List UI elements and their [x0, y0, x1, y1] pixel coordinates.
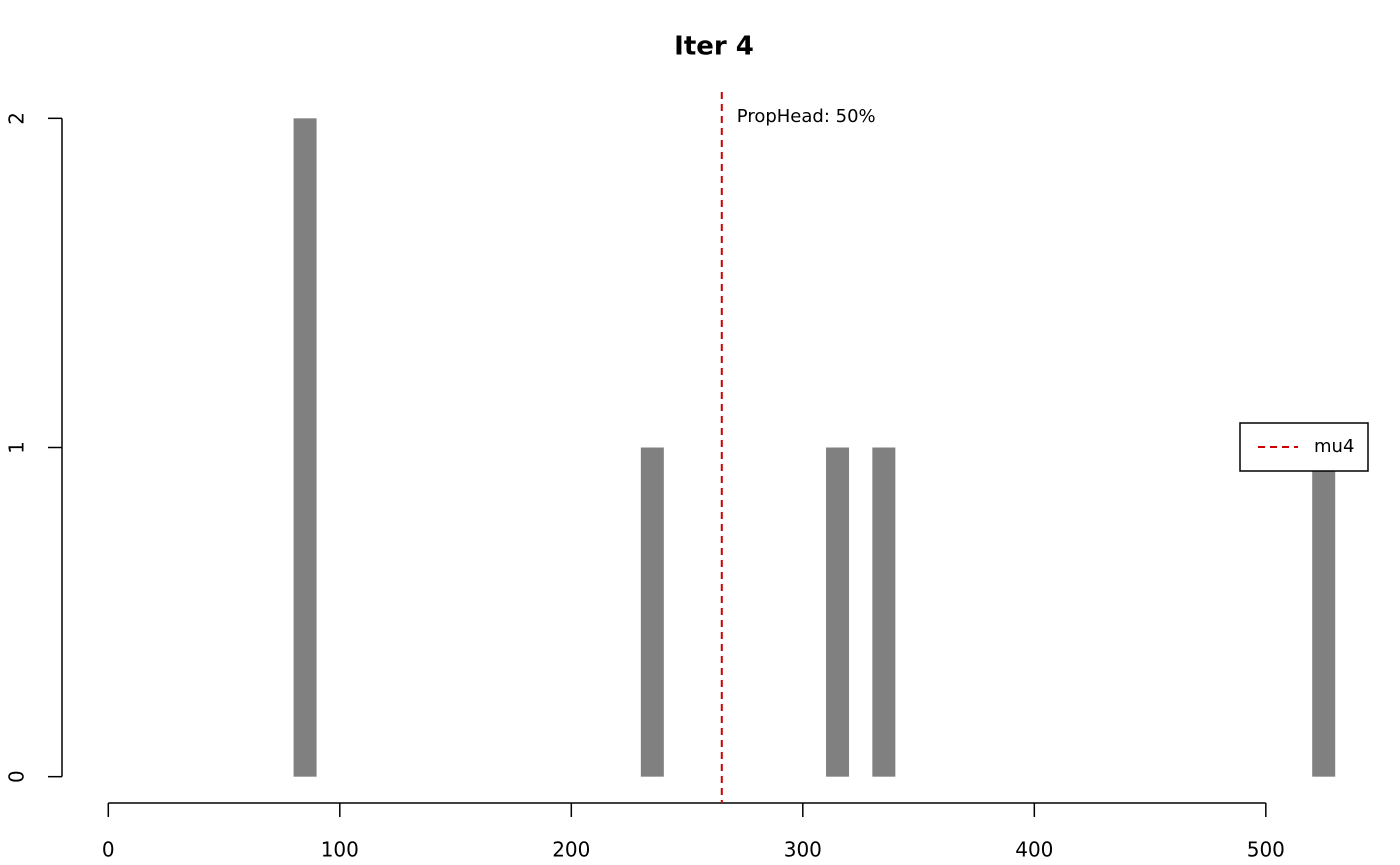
bar: [640, 447, 664, 777]
annotation: PropHead: 50%: [737, 106, 876, 127]
bar: [1312, 447, 1336, 777]
chart-title: Iter 4: [674, 32, 754, 62]
bar: [872, 447, 896, 777]
x-tick-label: 200: [552, 838, 590, 862]
legend-label: mu4: [1314, 436, 1354, 457]
x-tick-label: 300: [784, 838, 822, 862]
bar: [826, 447, 850, 777]
x-tick-label: 500: [1247, 838, 1285, 862]
x-tick-label: 400: [1015, 838, 1053, 862]
x-tick-label: 100: [321, 838, 359, 862]
bar: [293, 118, 317, 777]
x-tick-label: 0: [102, 838, 115, 862]
y-tick-label: 0: [5, 770, 29, 783]
y-tick-label: 1: [5, 441, 29, 454]
y-tick-label: 2: [5, 112, 29, 125]
